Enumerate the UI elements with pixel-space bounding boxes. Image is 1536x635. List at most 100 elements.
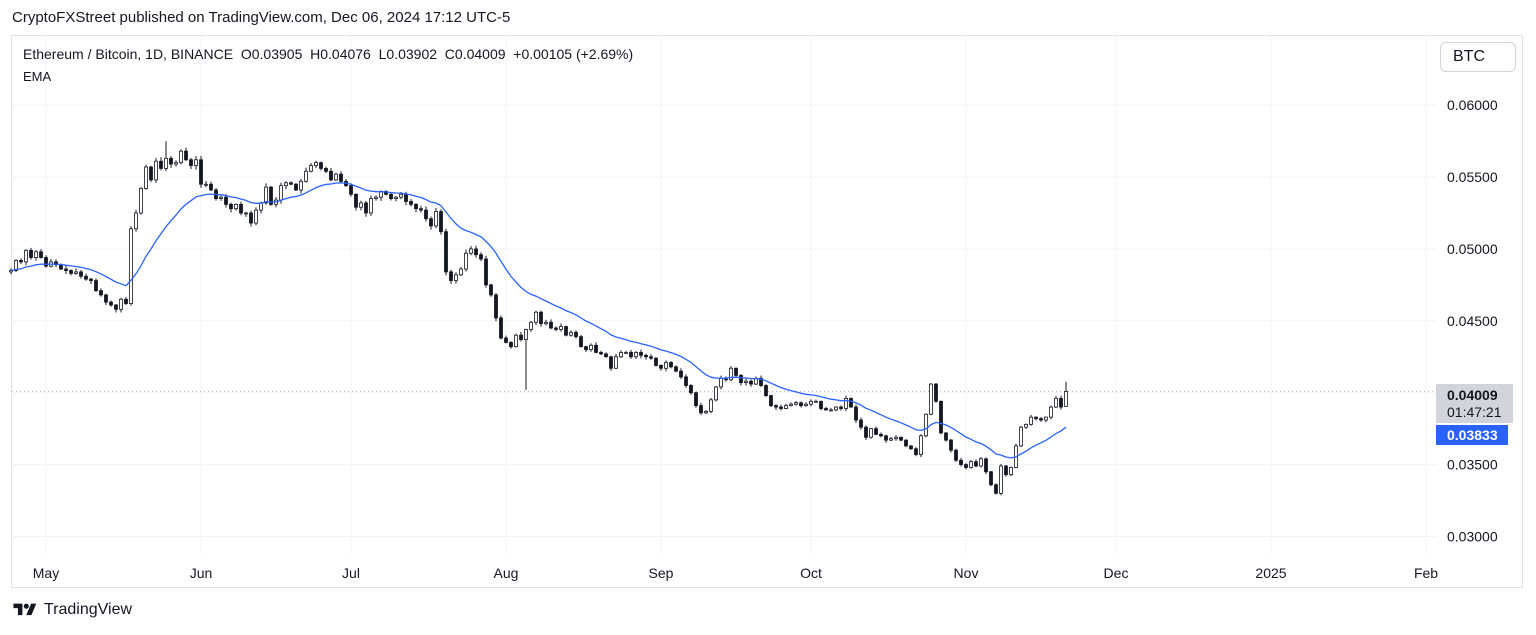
candle	[809, 399, 813, 407]
publish-info: CryptoFXStreet published on TradingView.…	[12, 9, 511, 26]
candle-body-up	[434, 211, 438, 227]
candle-body-down	[989, 471, 993, 486]
candle-body-down	[649, 356, 653, 359]
candle	[834, 406, 838, 412]
candle-body-up	[399, 193, 403, 198]
candle	[789, 402, 793, 407]
candle	[249, 210, 253, 227]
candle	[879, 432, 883, 438]
candle	[189, 157, 193, 169]
candle	[124, 297, 128, 305]
candle-body-up	[869, 428, 873, 438]
candle	[769, 394, 773, 408]
candle	[159, 157, 163, 171]
candle	[679, 368, 683, 380]
candle	[164, 141, 168, 171]
candle	[1024, 423, 1028, 429]
candle	[909, 445, 913, 450]
candle	[754, 376, 758, 385]
candle	[634, 351, 638, 360]
candle	[1064, 381, 1068, 407]
candle-body-down	[209, 183, 213, 191]
candle-body-up	[624, 352, 628, 354]
candle-body-down	[444, 231, 448, 273]
candle-body-up	[194, 159, 198, 166]
candle	[894, 435, 898, 441]
candle-body-down	[879, 433, 883, 437]
candle	[659, 364, 663, 371]
candles-group	[9, 141, 1068, 496]
candle	[534, 310, 538, 325]
candle	[284, 181, 288, 190]
y-tick-label: 0.03500	[1447, 457, 1498, 473]
candle-body-up	[794, 402, 798, 405]
candle-body-down	[694, 392, 698, 407]
x-tick-label: Feb	[1414, 565, 1438, 581]
candle	[74, 268, 78, 275]
candle	[1009, 466, 1013, 477]
candle	[69, 269, 73, 276]
candle	[684, 374, 688, 388]
candle	[889, 436, 893, 442]
candle-body-up	[299, 180, 303, 191]
candle-body-down	[959, 459, 963, 465]
candle	[44, 255, 48, 268]
candle-body-up	[264, 186, 268, 204]
candle-body-up	[454, 274, 458, 281]
candle	[349, 183, 353, 197]
candle-body-down	[519, 334, 523, 340]
candle	[549, 319, 553, 330]
candle	[519, 332, 523, 342]
candle-body-down	[739, 375, 743, 384]
footer-brand[interactable]: TradingView	[12, 601, 132, 619]
candle-body-up	[144, 166, 148, 189]
candle	[899, 436, 903, 442]
candle	[319, 161, 323, 171]
candle	[604, 352, 608, 358]
candle-body-up	[804, 403, 808, 407]
x-tick-label: May	[33, 565, 59, 581]
candle-body-down	[639, 352, 643, 356]
ema-value-label: 0.03833	[1447, 427, 1498, 443]
candle	[839, 405, 843, 411]
candle	[369, 195, 373, 216]
candle-body-up	[829, 409, 833, 412]
candle	[134, 209, 138, 232]
candle-body-down	[474, 248, 478, 256]
candle-body-up	[889, 438, 893, 441]
candle-body-down	[599, 352, 603, 355]
candle-body-up	[1019, 426, 1023, 447]
candle	[774, 404, 778, 410]
candle	[619, 350, 623, 359]
candle	[314, 160, 318, 169]
candle	[529, 320, 533, 332]
candle-body-down	[824, 408, 828, 411]
candle	[964, 463, 968, 470]
candle-body-down	[489, 284, 493, 296]
price-labels: 0.04009 01:47:21 0.03833	[1436, 384, 1513, 445]
candle	[844, 395, 848, 412]
currency-button[interactable]: BTC	[1440, 42, 1516, 72]
candle	[459, 266, 463, 276]
indicator-legend[interactable]: EMA	[23, 69, 52, 84]
candle-body-down	[479, 254, 483, 260]
candle-body-up	[204, 183, 208, 186]
candle	[514, 333, 518, 348]
candle	[294, 183, 298, 191]
candle	[299, 178, 303, 194]
candle	[854, 404, 858, 423]
candle-body-down	[874, 428, 878, 435]
candle-body-down	[1034, 416, 1038, 419]
candle	[484, 255, 488, 288]
candle	[469, 246, 473, 256]
candle-body-up	[704, 410, 708, 414]
candle	[524, 328, 528, 390]
candle-body-up	[34, 251, 38, 258]
candle-body-up	[1024, 423, 1028, 428]
candle	[414, 203, 418, 213]
candle-body-down	[819, 400, 823, 409]
candle	[614, 353, 618, 370]
candle	[64, 265, 68, 275]
candle	[929, 383, 933, 416]
